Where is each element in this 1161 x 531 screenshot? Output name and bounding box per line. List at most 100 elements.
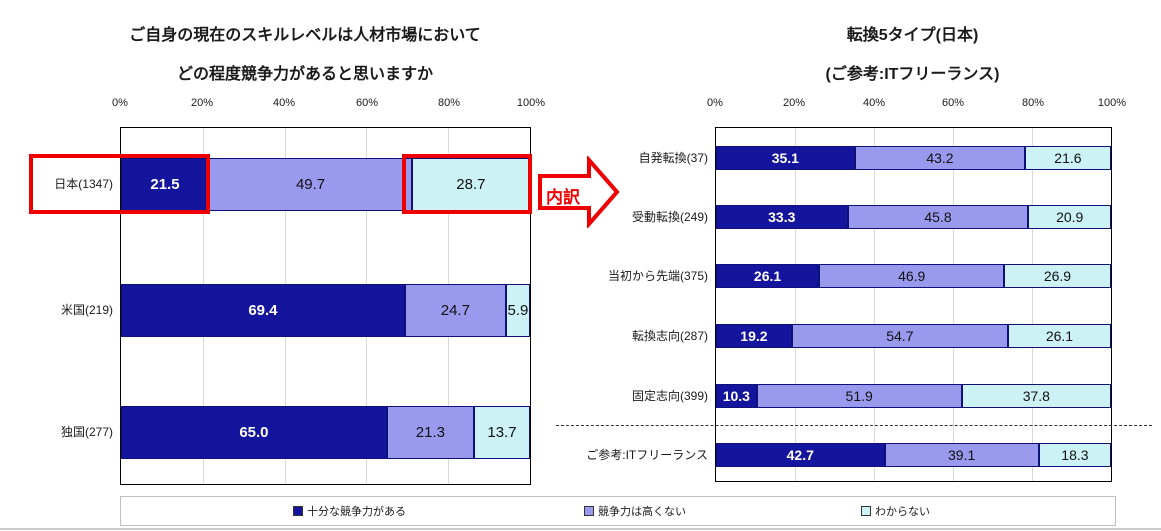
value-label: 54.7 <box>886 328 914 344</box>
right-chart-title: 転換5タイプ(日本) (ご参考:ITフリーランス) <box>660 28 1161 106</box>
value-label: 43.2 <box>926 150 954 166</box>
value-label: 26.9 <box>1043 268 1072 284</box>
highlight-box-japan-right <box>402 154 532 214</box>
value-label: 45.8 <box>924 209 952 225</box>
bar-segment: 21.3 <box>386 406 474 459</box>
value-label: 21.6 <box>1054 150 1082 166</box>
value-label: 69.4 <box>248 302 278 319</box>
value-label: 33.3 <box>768 209 796 225</box>
category-label: 自発転換(37) <box>638 150 708 165</box>
x-axis-tick: 80% <box>437 97 461 109</box>
gridline <box>795 128 796 481</box>
value-label: 35.1 <box>771 150 799 166</box>
bar-segment: 45.8 <box>847 205 1029 229</box>
value-label: 65.0 <box>239 424 269 441</box>
value-label: 46.9 <box>898 268 926 284</box>
bar-segment: 24.7 <box>404 284 506 337</box>
legend-swatch-cyan <box>861 506 871 516</box>
bar-segment: 65.0 <box>121 406 387 459</box>
x-axis-tick: 20% <box>190 97 214 109</box>
x-axis-tick: 100% <box>516 97 546 109</box>
breakdown-arrow: 内訳 <box>537 154 621 230</box>
highlight-box-japan-left <box>29 154 210 214</box>
bar-row: 33.3 45.8 20.9 <box>716 205 1111 229</box>
x-axis-tick: 60% <box>355 97 379 109</box>
bar-segment: 51.9 <box>756 384 962 408</box>
bar-row: 65.0 21.3 13.7 <box>121 406 530 459</box>
bar-segment: 54.7 <box>791 324 1008 348</box>
category-label: 日本(1347) <box>54 177 113 191</box>
gridline <box>1032 128 1033 481</box>
bar-segment: 33.3 <box>716 205 848 229</box>
bar-segment: 21.6 <box>1025 146 1111 170</box>
bar-segment: 5.9 <box>505 284 530 337</box>
plot-area-left: 21.5 49.7 28.7 69.4 24.7 5.9 65.0 21.3 13.7 <box>120 127 531 485</box>
bar-segment: 26.1 <box>716 264 820 288</box>
value-label: 49.7 <box>295 176 326 193</box>
value-label: 20.9 <box>1056 209 1084 225</box>
bar-segment: 42.7 <box>716 443 885 467</box>
bar-segment: 18.3 <box>1038 443 1112 467</box>
category-label: 当初から先端(375) <box>607 268 708 283</box>
value-label: 21.3 <box>415 424 445 441</box>
left-chart-title: ご自身の現在のスキルレベルは人材市場において どの程度競争力があると思いますか <box>40 28 570 106</box>
legend-label: 十分な競争力がある <box>307 506 406 518</box>
legend-swatch-periwinkle <box>584 506 594 516</box>
value-label: 24.7 <box>440 302 470 319</box>
bar-row: 69.4 24.7 5.9 <box>121 284 530 337</box>
value-label: 39.1 <box>948 447 976 463</box>
breakdown-arrow-label: 内訳 <box>546 188 580 207</box>
value-label: 10.3 <box>722 388 750 404</box>
bar-segment: 26.1 <box>1007 324 1111 348</box>
legend-item: 十分な競争力がある <box>293 497 406 525</box>
value-label: 37.8 <box>1022 388 1050 404</box>
x-axis-tick: 80% <box>1021 97 1045 109</box>
category-label: 受動転換(249) <box>631 209 708 224</box>
x-axis-tick: 40% <box>862 97 886 109</box>
bar-segment: 26.9 <box>1004 264 1111 288</box>
plot-area-right: 35.1 43.2 21.6 33.3 45.8 20.9 26.1 46.9 26.9 19.2… <box>715 127 1112 482</box>
bar-segment: 20.9 <box>1028 205 1111 229</box>
value-label: 18.3 <box>1061 447 1089 463</box>
right-chart-title-line2: (ご参考:ITフリーランス) <box>825 66 1000 83</box>
category-label: 固定志向(399) <box>631 388 708 403</box>
gridline <box>953 128 954 481</box>
value-label: 51.9 <box>845 388 873 404</box>
x-axis-tick: 0% <box>707 97 723 109</box>
breakdown-arrow-shape <box>538 154 620 230</box>
legend-box: 十分な競争力がある 競争力は高くない わからない <box>120 496 1116 526</box>
bar-segment: 49.7 <box>208 158 413 211</box>
legend-swatch-navy <box>293 506 303 516</box>
category-label: 独国(277) <box>60 425 113 439</box>
value-label: 19.2 <box>740 328 768 344</box>
right-chart-title-line1: 転換5タイプ(日本) <box>846 27 979 44</box>
bar-segment: 69.4 <box>121 284 405 337</box>
bar-segment: 35.1 <box>716 146 855 170</box>
value-label: 26.1 <box>1045 328 1074 344</box>
bottom-divider <box>0 528 1161 530</box>
bar-segment: 37.8 <box>961 384 1111 408</box>
bar-row: 19.2 54.7 26.1 <box>716 324 1111 348</box>
value-label: 26.1 <box>753 268 782 284</box>
bar-row: 10.3 51.9 37.8 <box>716 384 1111 408</box>
bar-row: 21.5 49.7 28.7 <box>121 158 530 211</box>
bar-row: 35.1 43.2 21.6 <box>716 146 1111 170</box>
legend-item: 競争力は高くない <box>584 497 686 525</box>
bar-segment: 19.2 <box>716 324 792 348</box>
x-axis-tick: 20% <box>782 97 806 109</box>
left-chart-title-line1: ご自身の現在のスキルレベルは人材市場において <box>129 27 481 44</box>
legend-label: わからない <box>875 506 930 518</box>
bar-row: 26.1 46.9 26.9 <box>716 264 1111 288</box>
value-label: 28.7 <box>456 176 486 193</box>
bar-segment: 21.5 <box>121 158 209 211</box>
value-label: 13.7 <box>487 424 517 441</box>
category-label: 転換志向(287) <box>631 328 708 343</box>
bar-segment: 46.9 <box>819 264 1005 288</box>
value-label: 42.7 <box>786 447 814 463</box>
value-label: 21.5 <box>150 176 180 193</box>
bar-segment: 10.3 <box>716 384 757 408</box>
x-axis-tick: 100% <box>1097 97 1127 109</box>
bar-segment: 43.2 <box>854 146 1026 170</box>
gridline <box>874 128 875 481</box>
